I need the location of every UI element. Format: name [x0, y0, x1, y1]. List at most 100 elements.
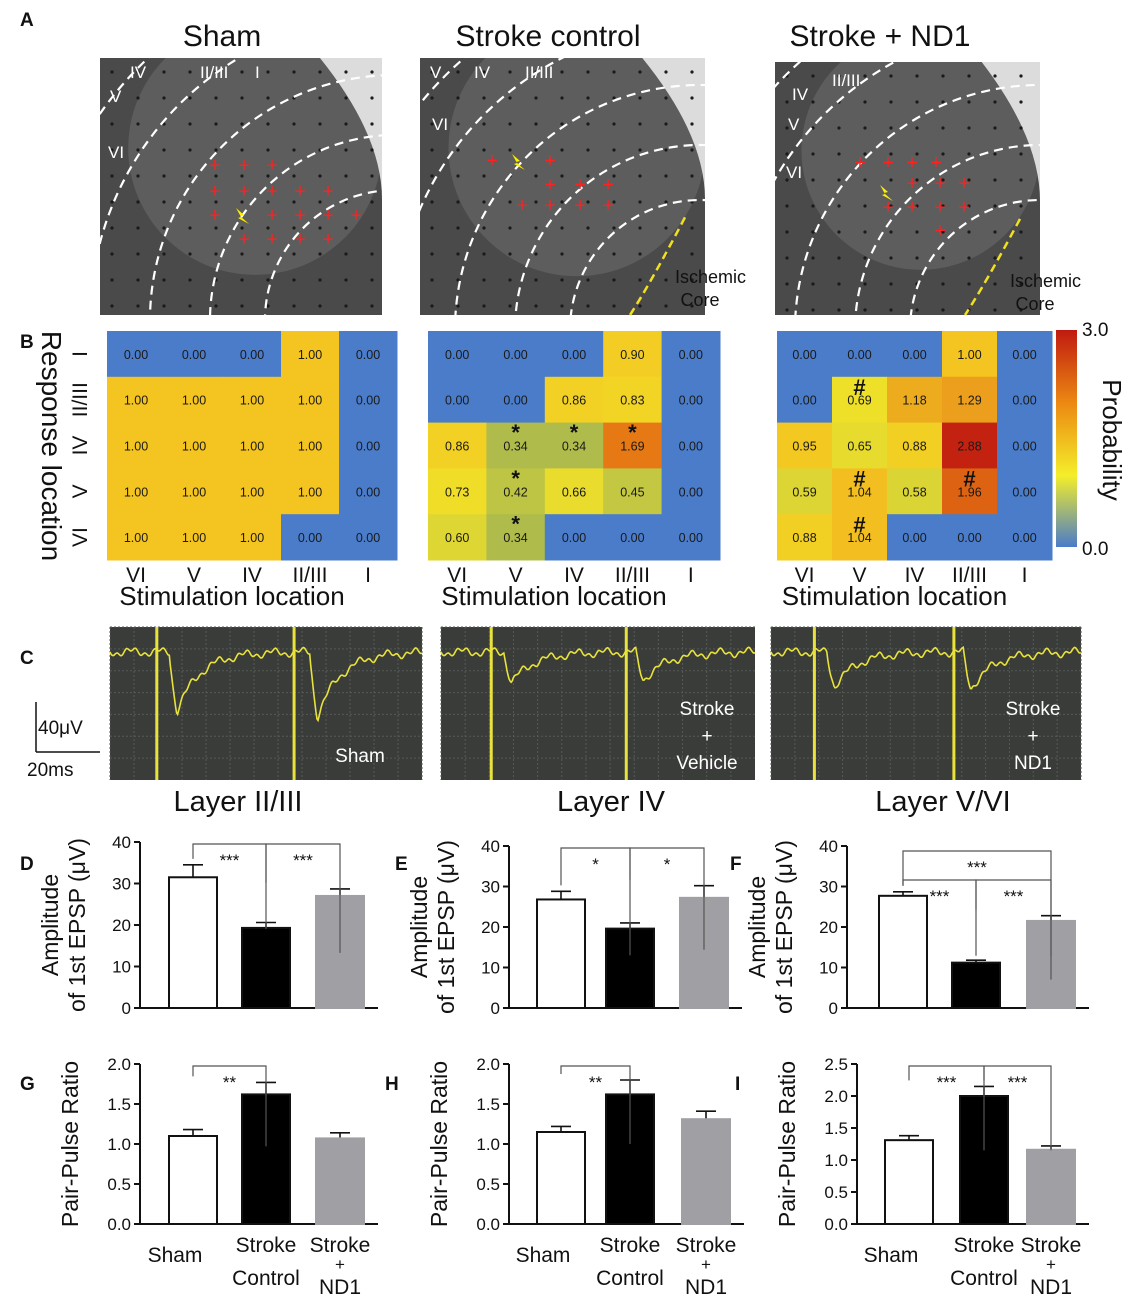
electrode-dot — [993, 204, 997, 208]
electrode-dot — [664, 278, 668, 282]
y-axis-label: Pair-Pulse Ratio — [774, 1061, 800, 1227]
electrode-dot — [785, 152, 789, 156]
electrode-cross: + — [294, 205, 306, 227]
electrode-dot — [318, 148, 322, 152]
electrode-dot — [586, 148, 590, 152]
significance-label: * — [664, 855, 671, 874]
heatmap-value: 1.96 — [957, 485, 981, 499]
heatmap-cell — [107, 514, 166, 561]
electrode-dot — [1019, 204, 1023, 208]
significance-label: *** — [1004, 887, 1024, 906]
electrode-dot — [344, 70, 348, 74]
heatmap-value: 2.88 — [957, 440, 981, 454]
x-category-label: VI — [447, 564, 467, 587]
heatmap-value: 0.00 — [792, 348, 816, 362]
heatmap-cell — [223, 422, 282, 469]
x-axis-title: Stimulation location — [119, 581, 344, 611]
heatmap-value: 0.00 — [847, 348, 871, 362]
electrode-dot — [214, 148, 218, 152]
electrode-dot — [136, 122, 140, 126]
electrode-dot — [534, 278, 538, 282]
y-tick-label: 0.5 — [824, 1183, 848, 1202]
y-tick-label: 2.0 — [107, 1055, 131, 1074]
heatmap-cell — [486, 331, 546, 378]
electrode-dot — [266, 278, 270, 282]
heatmap-value: 0.00 — [957, 531, 981, 545]
heatmap-cell — [339, 331, 398, 378]
electrode-dot — [560, 278, 564, 282]
significance-mark: # — [853, 375, 865, 400]
x-category-label: I — [365, 564, 371, 587]
panel-label-b: B — [20, 332, 34, 353]
y-tick-label: 0.0 — [824, 1215, 848, 1234]
significance-label: *** — [937, 1073, 957, 1092]
x-category-label: VI — [795, 564, 815, 587]
electrode-cross: + — [958, 173, 970, 195]
electrode-dot — [292, 252, 296, 256]
electrode-dot — [136, 148, 140, 152]
layer-label-vi: VI — [108, 143, 124, 162]
electrode-cross: + — [602, 195, 614, 217]
electrode-dot — [993, 74, 997, 78]
electrode-dot — [638, 304, 642, 308]
significance-mark: * — [570, 420, 579, 445]
colorbar-title: Probability — [1097, 379, 1125, 500]
layer-label-vi: VI — [786, 163, 802, 182]
significance-label: *** — [930, 887, 950, 906]
heatmap-value: 0.83 — [620, 394, 644, 408]
electrode-dot — [863, 126, 867, 130]
colorbar-min: 0.0 — [1082, 539, 1108, 560]
electrode-dot — [967, 282, 971, 286]
heatmap-1: 0.00 0.00 0.00 1.00 0.00 1.00 1.00 1.00 1.00 0.00… — [107, 331, 398, 611]
electrode-dot — [344, 148, 348, 152]
electrode-dot — [586, 122, 590, 126]
x-category-label: Stroke — [676, 1234, 737, 1257]
electrode-dot — [508, 200, 512, 204]
electrode-dot — [690, 96, 694, 100]
electrode-dot — [837, 256, 841, 260]
electrode-dot — [560, 304, 564, 308]
heatmap-cell — [339, 422, 398, 469]
electrode-dot — [318, 70, 322, 74]
heatmap-value: 1.00 — [182, 394, 206, 408]
electrode-dot — [482, 174, 486, 178]
heatmap-cell — [544, 468, 604, 515]
electrode-dot — [915, 308, 919, 312]
heatmap-value: 1.00 — [182, 531, 206, 545]
heatmap-cell — [942, 514, 998, 561]
electrode-dot — [370, 200, 374, 204]
bar — [241, 926, 291, 1010]
electrode-dot — [162, 148, 166, 152]
electrode-dot — [664, 226, 668, 230]
electrode-dot — [508, 148, 512, 152]
x-category-label: I — [688, 564, 694, 587]
heatmap-value: 0.00 — [1012, 394, 1036, 408]
electrode-dot — [560, 148, 564, 152]
heatmap-cell — [165, 422, 224, 469]
electrode-cross: + — [930, 152, 942, 174]
electrode-dot — [266, 174, 270, 178]
heatmap-value: 0.00 — [1012, 440, 1036, 454]
electrode-dot — [863, 308, 867, 312]
y-tick-label: 20 — [112, 916, 131, 935]
significance-mark: # — [963, 467, 975, 492]
electrode-dot — [612, 122, 616, 126]
layer-label-i: I — [255, 63, 260, 82]
electrode-dot — [110, 148, 114, 152]
electrode-dot — [889, 308, 893, 312]
electrode-dot — [344, 122, 348, 126]
electrode-dot — [508, 96, 512, 100]
significance-mark: * — [511, 420, 520, 445]
x-category-label: Stroke — [600, 1234, 661, 1257]
electrode-dot — [586, 96, 590, 100]
electrode-dot — [508, 70, 512, 74]
layer-label-iv: IV — [130, 63, 147, 82]
electrode-dot — [612, 278, 616, 282]
bar — [168, 1135, 218, 1225]
electrode-dot — [318, 304, 322, 308]
x-category-label: IV — [242, 564, 262, 587]
electrode-dot — [638, 200, 642, 204]
